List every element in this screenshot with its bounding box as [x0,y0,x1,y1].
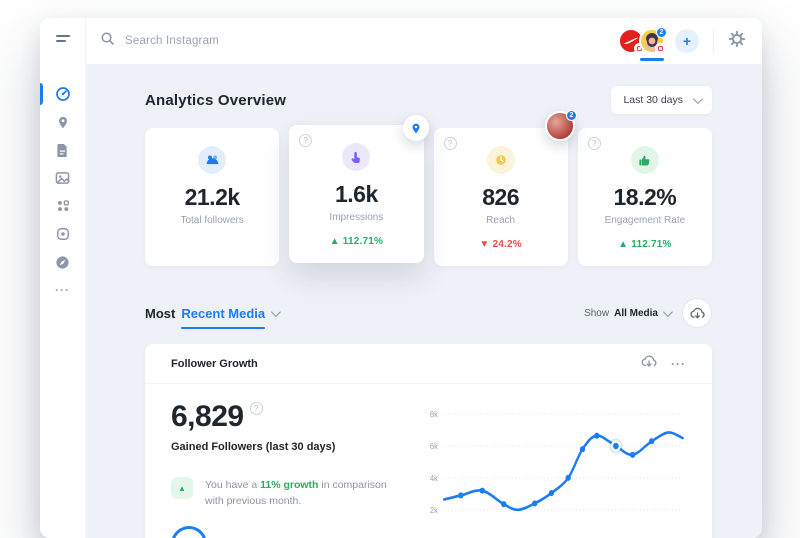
impressions-tap-icon [342,143,370,171]
app-window: ··· 2 + [40,18,762,538]
main-content: 2 Analytics Overview Last 30 days 21.2k … [86,64,762,538]
stat-label: Impressions [329,212,383,223]
svg-text:4k: 4k [430,473,439,483]
stat-delta: ▲ 112.71% [330,236,383,247]
media-selector-value[interactable]: Recent Media [181,306,265,321]
gained-followers-value: 6,829 [171,400,244,434]
gained-followers-label: Gained Followers (last 30 days) [171,441,421,453]
date-range-dropdown[interactable]: Last 30 days [611,86,712,114]
sidebar-item-media[interactable] [40,164,85,192]
reach-icon [487,146,515,174]
card-title: Follower Growth [171,358,258,370]
avatar-personal-account[interactable]: 2 [639,28,665,54]
stat-delta: ▼ 24.2% [479,239,521,250]
stat-card-reach: ? 826 Reach ▼ 24.2% [434,128,568,266]
stat-value: 1.6k [335,181,378,208]
sidebar-item-dashboard[interactable] [40,80,85,108]
sidebar-item-locations[interactable] [40,108,85,136]
media-type-selector[interactable]: Most Recent Media [145,306,278,321]
cloud-download-icon [690,306,705,320]
growth-message: You have a 11% growth in comparison with… [205,477,390,510]
show-value: All Media [614,308,658,319]
location-pin-icon [56,115,70,130]
apps-grid-icon [56,199,70,213]
sidebar-item-reports[interactable] [40,136,85,164]
dashboard-icon [55,86,71,102]
chevron-down-icon [663,307,673,317]
stat-value: 21.2k [185,184,240,211]
stat-card-impressions: ? 1.6k Impressions ▲ 112.71% [289,125,423,263]
floating-location-pin-badge[interactable] [403,115,429,141]
download-media-button[interactable] [682,298,712,328]
explore-compass-icon [55,255,70,270]
stat-delta: ▲ 112.71% [618,239,671,250]
info-icon[interactable]: ? [588,137,601,150]
stat-card-total-followers: 21.2k Total followers [145,128,279,266]
info-icon[interactable]: ? [444,137,457,150]
instagram-badge-icon [655,43,666,54]
sidebar-item-stories[interactable] [40,220,85,248]
svg-text:2k: 2k [430,505,439,515]
line-chart-svg: 2k 4k 6k 8k [421,404,688,524]
media-selector-prefix: Most [145,306,175,321]
divider [713,29,714,53]
info-icon[interactable]: ? [299,134,312,147]
stat-card-engagement-rate: ? 18.2% Engagement Rate ▲ 112.71% [578,128,712,266]
top-bar: 2 + [86,18,762,64]
stat-label: Total followers [180,215,243,226]
sidebar-item-more[interactable]: ··· [40,276,85,304]
svg-text:6k: 6k [430,442,439,452]
sidebar-item-explore[interactable] [40,248,85,276]
more-options-icon[interactable]: ··· [671,357,686,371]
growth-up-icon: ▲ [171,477,193,499]
chevron-down-icon [271,307,281,317]
stat-label: Reach [486,215,515,226]
menu-icon[interactable] [40,18,85,64]
sidebar: ··· [40,18,86,538]
stats-row: 21.2k Total followers ? 1.6k Impressions… [145,128,712,266]
stories-icon [56,227,70,241]
media-photo-icon [55,171,70,185]
gear-icon[interactable] [728,30,746,53]
notification-badge: 2 [566,110,577,121]
goal-progress-ring [164,518,215,538]
floating-avatar[interactable]: 2 [545,111,575,141]
stat-label: Engagement Rate [605,215,686,226]
follower-growth-chart[interactable]: 2k 4k 6k 8k [421,404,688,538]
sidebar-item-apps[interactable] [40,192,85,220]
date-range-value: Last 30 days [623,94,683,106]
stat-value: 18.2% [614,184,677,211]
stat-value: 826 [482,184,519,211]
info-icon[interactable]: ? [250,402,263,415]
follower-growth-card: Follower Growth ··· 6,829 ? Ga [145,344,712,538]
cloud-download-icon[interactable] [641,354,657,373]
search-icon [100,31,115,51]
search-input[interactable] [125,35,345,47]
page-title: Analytics Overview [145,92,286,109]
chevron-down-icon [693,94,703,104]
svg-text:8k: 8k [430,410,439,420]
show-label: Show [584,308,609,319]
followers-icon [198,146,226,174]
more-dots-icon: ··· [55,283,70,297]
report-document-icon [56,143,69,158]
show-media-dropdown[interactable]: Show All Media [584,308,670,319]
engagement-thumb-icon [631,146,659,174]
add-account-button[interactable]: + [675,29,699,53]
notification-badge: 2 [656,27,667,38]
